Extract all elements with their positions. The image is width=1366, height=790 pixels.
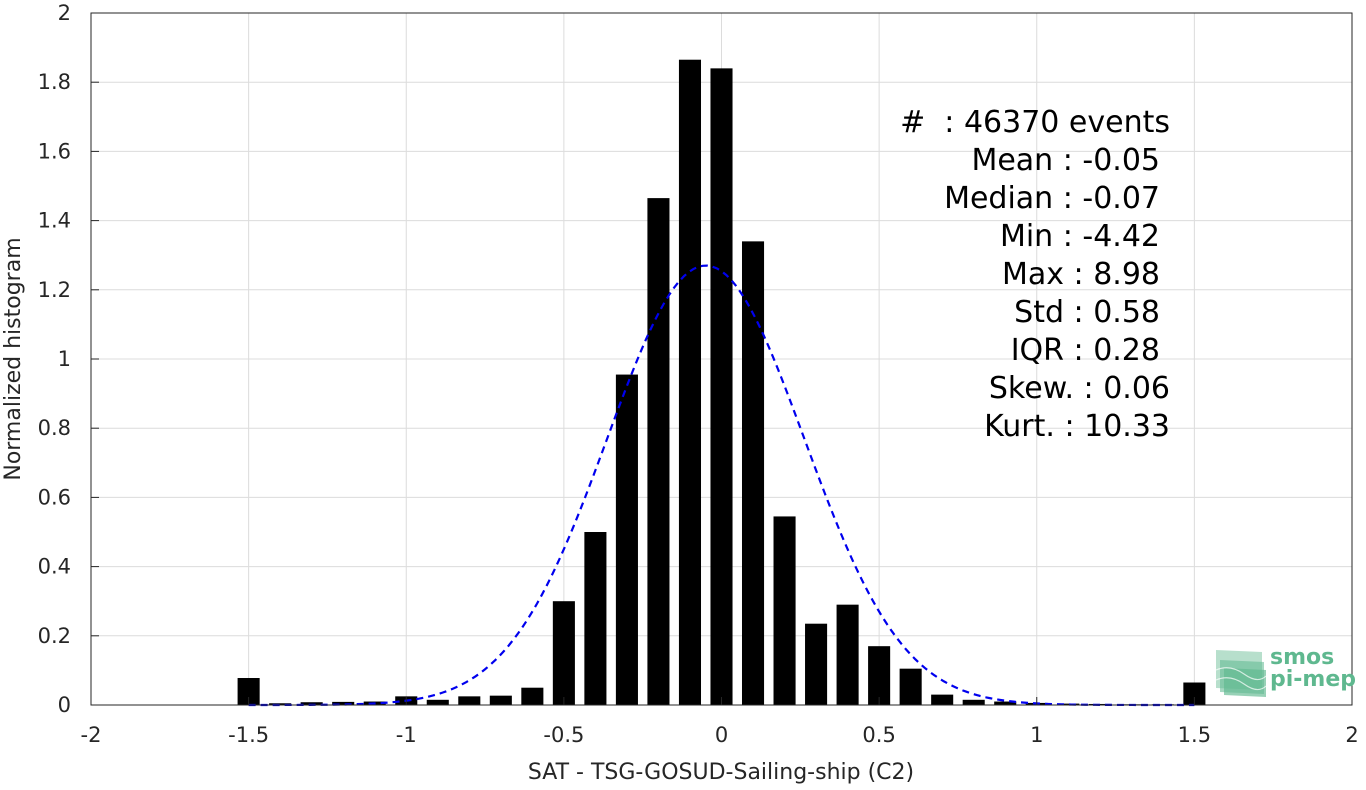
x-tick-label: 1.5 xyxy=(1178,723,1211,747)
stats-iqr-line: IQR : 0.28 xyxy=(1011,333,1160,368)
y-tick-label: 0.8 xyxy=(38,416,71,440)
histogram-bar xyxy=(773,516,796,705)
stats-skew-line: Skew. : 0.06 xyxy=(989,371,1170,406)
histogram-bar xyxy=(1183,682,1206,705)
y-tick-label: 2 xyxy=(58,1,71,25)
histogram-bar xyxy=(521,687,544,705)
histogram-bars xyxy=(237,59,1206,706)
y-tick-label: 0.6 xyxy=(38,485,71,509)
y-axis-ticks: 0 0.2 0.4 0.6 0.8 1 1.2 1.4 1.6 1.8 2 xyxy=(38,1,99,717)
histogram-bar xyxy=(899,668,922,705)
x-tick-label: 2 xyxy=(1345,723,1358,747)
y-tick-label: 0.4 xyxy=(38,555,71,579)
y-tick-label: 0.2 xyxy=(38,624,71,648)
histogram-bar xyxy=(458,696,481,705)
histogram-bar xyxy=(868,646,891,705)
histogram-bar xyxy=(615,374,638,705)
stats-median-line: Median : -0.07 xyxy=(944,181,1160,216)
histogram-bar xyxy=(994,701,1017,705)
histogram-bar xyxy=(1057,703,1080,705)
x-tick-label: -1.5 xyxy=(228,723,269,747)
y-tick-label: 1.4 xyxy=(38,209,71,233)
x-tick-label: -0.5 xyxy=(543,723,584,747)
logo-wave-icon xyxy=(1215,650,1267,697)
x-tick-label: 1 xyxy=(1030,723,1043,747)
histogram-bar xyxy=(710,68,733,706)
stats-max-line: Max : 8.98 xyxy=(1002,257,1160,292)
histogram-bar xyxy=(678,59,702,705)
histogram-bar xyxy=(237,678,260,705)
y-tick-label: 1.8 xyxy=(38,70,71,94)
y-tick-label: 1.6 xyxy=(38,139,71,163)
histogram-bar xyxy=(269,703,292,705)
histogram-bar xyxy=(647,198,670,706)
logo-text-line1: smos xyxy=(1270,645,1334,670)
y-axis-label: Normalized histogram xyxy=(1,237,26,480)
histogram-bar xyxy=(489,695,512,705)
logo-text-line2: pi-mep xyxy=(1270,667,1356,692)
histogram-bar xyxy=(332,701,355,705)
x-axis-label: SAT - TSG-GOSUD-Sailing-ship (C2) xyxy=(528,760,914,785)
y-tick-label: 0 xyxy=(58,693,71,717)
stats-min-line: Min : -4.42 xyxy=(1000,219,1160,254)
histogram-bar xyxy=(426,699,449,705)
histogram-bar xyxy=(962,699,985,705)
stats-mean-line: Mean : -0.05 xyxy=(971,143,1160,178)
stats-annotation: # : 46370 events Mean : -0.05 Median : -… xyxy=(900,105,1170,444)
x-tick-label: -1 xyxy=(396,723,417,747)
histogram-bar xyxy=(805,623,828,705)
stats-count-line: # : 46370 events xyxy=(900,105,1170,140)
stats-std-line: Std : 0.58 xyxy=(1014,295,1160,330)
x-axis-ticks: -2 -1.5 -1 -0.5 0 0.5 1 1.5 2 xyxy=(81,697,1359,747)
x-tick-label: -2 xyxy=(81,723,102,747)
x-tick-label: 0.5 xyxy=(862,723,895,747)
y-tick-label: 1 xyxy=(58,347,71,371)
x-tick-label: 0 xyxy=(715,723,728,747)
histogram-bar xyxy=(741,241,765,706)
stats-kurt-line: Kurt. : 10.33 xyxy=(984,409,1170,444)
histogram-bar xyxy=(836,604,859,705)
y-tick-label: 1.2 xyxy=(38,278,71,302)
histogram-bar xyxy=(584,532,607,705)
histogram-bar xyxy=(552,601,575,705)
histogram-bar xyxy=(300,702,323,705)
smos-pi-mep-logo: smos pi-mep xyxy=(1215,645,1356,697)
histogram-bar xyxy=(931,694,954,705)
